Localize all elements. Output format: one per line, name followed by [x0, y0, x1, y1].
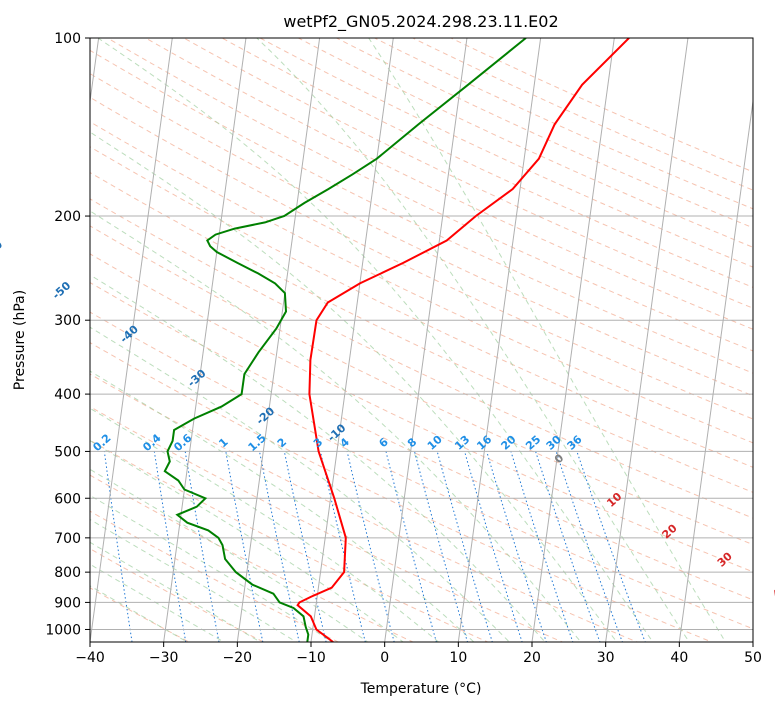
y-tick-label: 900 — [54, 595, 81, 611]
x-tick-label: 50 — [744, 650, 762, 666]
moist-adiabat-label: 40 — [770, 581, 775, 601]
dry-adiabat — [90, 96, 753, 420]
dry-adiabat — [90, 439, 489, 642]
y-tick-label: 300 — [54, 313, 81, 329]
dry-adiabat — [411, 38, 753, 191]
dry-adiabat — [90, 146, 753, 468]
dry-adiabat — [90, 474, 415, 642]
dry-adiabat — [335, 38, 753, 229]
isobar-gridlines — [90, 38, 753, 630]
isotherm-line — [678, 97, 753, 642]
isotherm-line — [236, 38, 321, 642]
x-tick-label: 40 — [670, 650, 688, 666]
temperature-profile-line — [296, 38, 630, 642]
y-tick-label: 700 — [54, 531, 81, 547]
dry-adiabats — [90, 38, 753, 642]
y-axis-title: Pressure (hPa) — [12, 290, 28, 390]
dry-adiabat — [90, 253, 753, 573]
x-tick-label: 30 — [597, 650, 615, 666]
x-tick-label: 20 — [523, 650, 541, 666]
isotherm-line — [163, 38, 247, 642]
x-tick-label: −30 — [149, 650, 179, 666]
y-tick-label: 200 — [54, 209, 81, 225]
dry-adiabat — [90, 311, 753, 630]
y-tick-label: 600 — [54, 491, 81, 507]
y-tick-label: 1000 — [45, 622, 81, 638]
y-tick-label: 500 — [54, 444, 81, 460]
chart-title: wetPf2_GN05.2024.298.23.11.E02 — [283, 12, 558, 32]
y-tick-label: 100 — [54, 31, 81, 47]
isotherm-line — [384, 38, 468, 642]
isotherm-line — [90, 38, 173, 642]
x-axis: −40 −30 −20 −10 0 10 20 30 40 50 — [75, 642, 762, 666]
isotherm-line — [457, 38, 542, 642]
moist-adiabat — [90, 585, 189, 642]
sounding-curves — [163, 38, 630, 642]
plot-area — [90, 38, 753, 642]
dry-adiabat — [182, 38, 753, 309]
isotherm-line — [531, 38, 615, 642]
dry-adiabat — [259, 38, 753, 268]
isotherm-gridlines — [90, 38, 753, 642]
dewpoint-profile-line — [163, 38, 527, 642]
x-axis-title: Temperature (°C) — [360, 681, 482, 697]
dry-adiabat — [90, 510, 340, 642]
y-tick-label: 800 — [54, 565, 81, 581]
x-tick-label: 10 — [449, 650, 467, 666]
y-tick-label: 400 — [54, 387, 81, 403]
isotherm-line — [605, 38, 689, 642]
dry-adiabat — [90, 281, 753, 601]
moist-adiabat — [90, 210, 582, 642]
dry-adiabat — [90, 73, 753, 397]
y-axis: 100 200 300 400 500 600 700 800 900 1000 — [45, 31, 90, 638]
plot-frame — [89, 37, 754, 643]
dry-adiabat — [90, 171, 753, 493]
x-tick-label: −10 — [296, 650, 326, 666]
moist-adiabat — [90, 563, 225, 642]
x-tick-label: −20 — [223, 650, 253, 666]
x-tick-label: −40 — [75, 650, 105, 666]
isotherm-label: -60 — [0, 238, 5, 261]
x-tick-label: 0 — [380, 650, 389, 666]
isotherm-line — [310, 38, 394, 642]
moist-adiabat — [90, 541, 262, 642]
dry-adiabat — [106, 38, 753, 352]
